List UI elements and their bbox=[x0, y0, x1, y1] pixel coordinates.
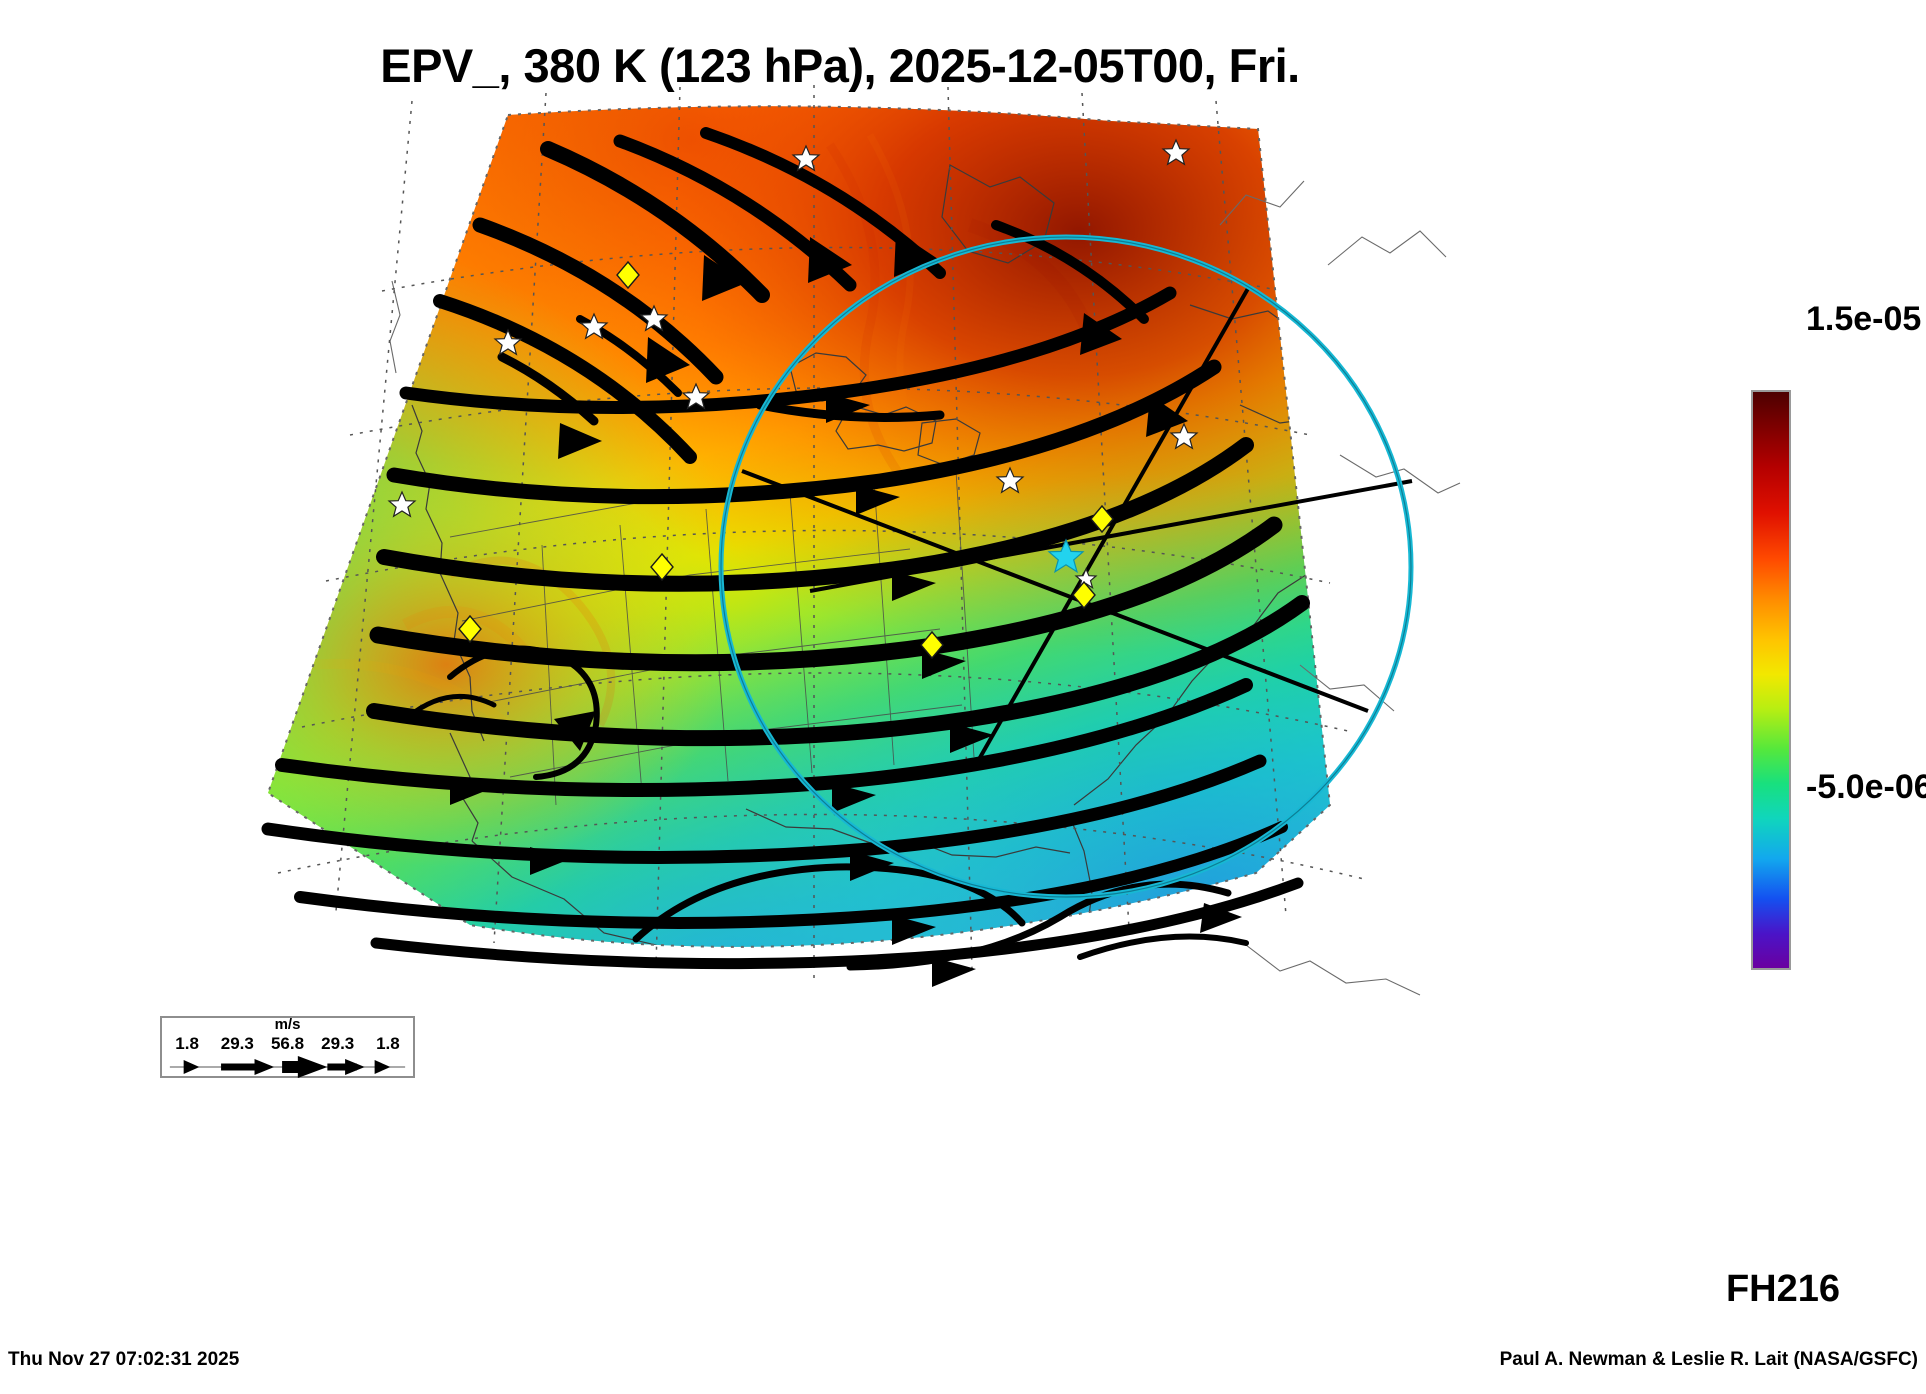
wind-speed-units: m/s bbox=[274, 1016, 301, 1033]
flight-track-lines bbox=[741, 284, 1413, 762]
station-star bbox=[579, 312, 609, 340]
wind-arrow-svg bbox=[169, 1056, 406, 1078]
site-diamond bbox=[1072, 580, 1096, 610]
station-star bbox=[1169, 422, 1199, 450]
station-star bbox=[1161, 138, 1191, 166]
wind-speed-legend: m/s 1.8 29.3 56.8 29.3 1.8 bbox=[160, 1016, 415, 1078]
wind-value: 29.3 bbox=[321, 1034, 355, 1053]
map-plot-area bbox=[150, 85, 1461, 996]
range-ring-outline bbox=[720, 236, 1412, 898]
streamline-layer bbox=[261, 127, 1310, 971]
site-diamond bbox=[458, 614, 482, 644]
station-star bbox=[387, 490, 417, 518]
wind-value: 56.8 bbox=[270, 1034, 305, 1053]
station-star bbox=[639, 304, 669, 332]
wind-value: 29.3 bbox=[220, 1034, 254, 1053]
colorbar bbox=[1751, 390, 1791, 970]
wind-speed-values: 1.8 29.3 56.8 29.3 1.8 bbox=[162, 1034, 413, 1054]
generated-timestamp: Thu Nov 27 07:02:31 2025 bbox=[8, 1349, 240, 1370]
site-diamonds bbox=[458, 260, 1114, 660]
forecast-hour-label: FH216 bbox=[1725, 1268, 1840, 1310]
station-stars bbox=[387, 138, 1199, 590]
aircraft-base-star bbox=[1047, 538, 1085, 574]
station-star bbox=[493, 328, 523, 356]
streamline-arrowheads bbox=[450, 231, 1242, 987]
site-diamond bbox=[920, 630, 944, 660]
site-diamond bbox=[616, 260, 640, 290]
site-diamond bbox=[650, 552, 674, 582]
offmap-coastlines bbox=[389, 180, 1461, 996]
station-star bbox=[995, 466, 1025, 494]
station-star bbox=[791, 144, 821, 172]
credit-line: Paul A. Newman & Leslie R. Lait (NASA/GS… bbox=[1499, 1349, 1918, 1370]
colorbar-min-label: -5.0e-06 bbox=[1806, 768, 1926, 806]
site-diamond bbox=[1090, 504, 1114, 534]
marker-layer bbox=[387, 138, 1199, 660]
map-svg bbox=[261, 85, 1461, 996]
page-title: EPV_, 380 K (123 hPa), 2025-12-05T00, Fr… bbox=[380, 39, 1300, 92]
wind-speed-arrows bbox=[162, 1056, 413, 1078]
wind-value: 1.8 bbox=[376, 1034, 400, 1053]
station-star bbox=[681, 382, 711, 410]
colorbar-max-label: 1.5e-05 bbox=[1806, 300, 1922, 338]
wind-value: 1.8 bbox=[175, 1034, 199, 1053]
